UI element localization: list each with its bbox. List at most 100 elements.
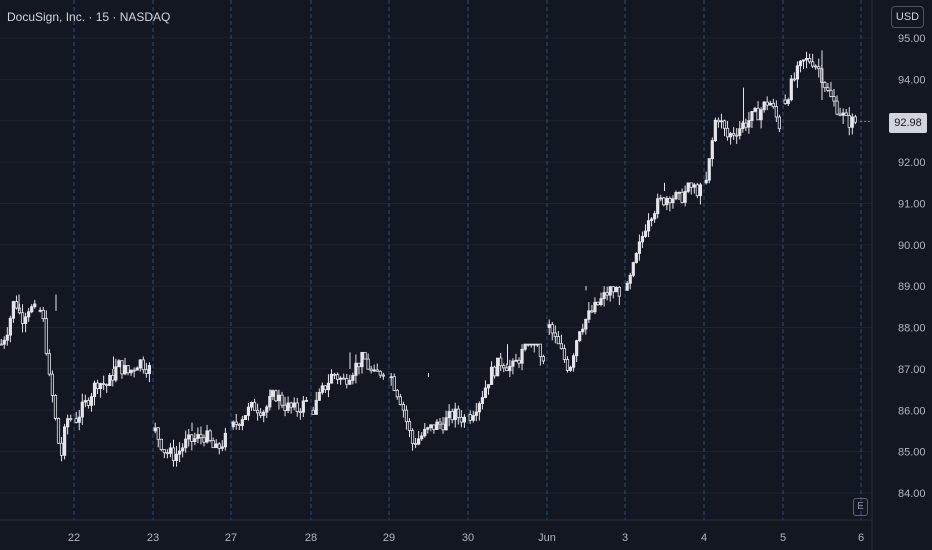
- candle-body: [768, 102, 772, 106]
- candle-body: [11, 301, 15, 319]
- candle-body: [80, 401, 84, 418]
- candle-body: [459, 416, 463, 423]
- time-tick-label: Jun: [538, 532, 556, 544]
- candle-body: [677, 191, 681, 194]
- candle-body: [289, 402, 293, 408]
- symbol-title: DocuSign, Inc. · 15 · NASDAQ: [7, 10, 171, 24]
- candle-body: [486, 384, 491, 389]
- candle-body: [653, 213, 657, 220]
- candle-body: [56, 418, 61, 444]
- candle-body: [404, 409, 409, 422]
- candle-body: [165, 452, 169, 455]
- candle-body: [823, 82, 827, 89]
- candle-body: [375, 369, 379, 372]
- candle-body: [398, 396, 402, 405]
- candle-body: [668, 197, 672, 204]
- candle-body: [83, 400, 87, 403]
- candle-body: [211, 440, 215, 449]
- candle-body: [640, 236, 645, 243]
- time-axis[interactable]: 22 23 27 28 29 30 Jun 3 4 5 6: [0, 519, 872, 544]
- time-tick-label: 22: [68, 532, 80, 544]
- candle-body: [483, 387, 488, 398]
- candle-body: [832, 96, 836, 102]
- candle-body: [811, 61, 815, 67]
- time-tick-label: 27: [225, 532, 237, 544]
- candle-body: [634, 253, 638, 263]
- candle-body: [838, 113, 842, 116]
- candle-body: [750, 110, 754, 121]
- price-tick-label: 84.00: [898, 488, 926, 500]
- candle-body: [317, 392, 321, 401]
- candle-body: [614, 286, 618, 293]
- candle-body: [801, 59, 806, 62]
- candle-body: [829, 90, 833, 97]
- candle-body: [395, 389, 399, 398]
- price-axis[interactable]: 95.0094.0093.0092.0091.0090.0089.0088.00…: [871, 0, 926, 550]
- candle-body: [369, 368, 373, 372]
- candle-body: [753, 107, 757, 112]
- candle-body: [689, 182, 693, 188]
- candle-body: [392, 376, 396, 391]
- candle-body: [301, 400, 305, 413]
- candle-body: [643, 230, 648, 237]
- earnings-event-icon[interactable]: E: [853, 498, 868, 516]
- candle-body: [535, 343, 539, 346]
- price-tick-label: 94.00: [898, 74, 926, 86]
- candle-body: [665, 197, 669, 206]
- candle-body: [771, 102, 775, 107]
- candle-body: [602, 292, 606, 299]
- last-price-tag: 92.98: [889, 113, 927, 133]
- candle-body: [562, 348, 567, 360]
- candle-body: [190, 434, 194, 442]
- price-tick-label: 86.00: [898, 405, 926, 417]
- candle-body: [477, 403, 481, 413]
- candle-body: [126, 365, 130, 374]
- candle-body: [808, 58, 812, 63]
- candle-body: [725, 127, 730, 138]
- candle-body: [280, 394, 284, 406]
- candle-body: [120, 360, 124, 375]
- candle-body: [520, 348, 524, 364]
- candle-body: [345, 378, 349, 385]
- candle-body: [271, 390, 275, 397]
- candle-body: [514, 359, 518, 362]
- candle-body: [656, 198, 660, 215]
- candle-body: [559, 343, 564, 349]
- candle-body: [716, 119, 721, 123]
- candle-body: [129, 369, 133, 374]
- candle-body: [147, 365, 151, 375]
- candle-body: [381, 374, 385, 377]
- candle-body: [662, 197, 666, 206]
- candle-body: [360, 351, 364, 368]
- candle-body: [625, 282, 629, 291]
- candle-body: [14, 301, 19, 309]
- candle-body: [0, 343, 3, 346]
- candle-body: [692, 184, 696, 188]
- candle-body: [168, 447, 173, 454]
- candle-body: [132, 369, 136, 372]
- candle-body: [581, 328, 585, 333]
- candle-body: [526, 343, 530, 346]
- candle-body: [298, 411, 302, 414]
- candle-body: [277, 394, 281, 402]
- candle-body: [553, 332, 557, 337]
- candle-body: [413, 443, 418, 445]
- candle-body: [243, 415, 247, 420]
- candle-body: [550, 324, 554, 334]
- candle-body: [480, 397, 485, 404]
- candle-body: [378, 370, 382, 376]
- currency-button[interactable]: USD: [891, 6, 924, 28]
- candle-body: [286, 402, 290, 411]
- candle-body: [628, 274, 632, 284]
- candle-body: [844, 112, 848, 116]
- candle-body: [162, 449, 166, 454]
- candle-body: [366, 358, 370, 370]
- candle-body: [468, 414, 472, 421]
- price-tick-label: 87.00: [898, 364, 926, 376]
- candle-body: [38, 309, 42, 312]
- candle-body: [240, 419, 244, 426]
- candle-body: [153, 427, 157, 432]
- candle-body: [220, 446, 224, 449]
- candle-body: [786, 99, 790, 104]
